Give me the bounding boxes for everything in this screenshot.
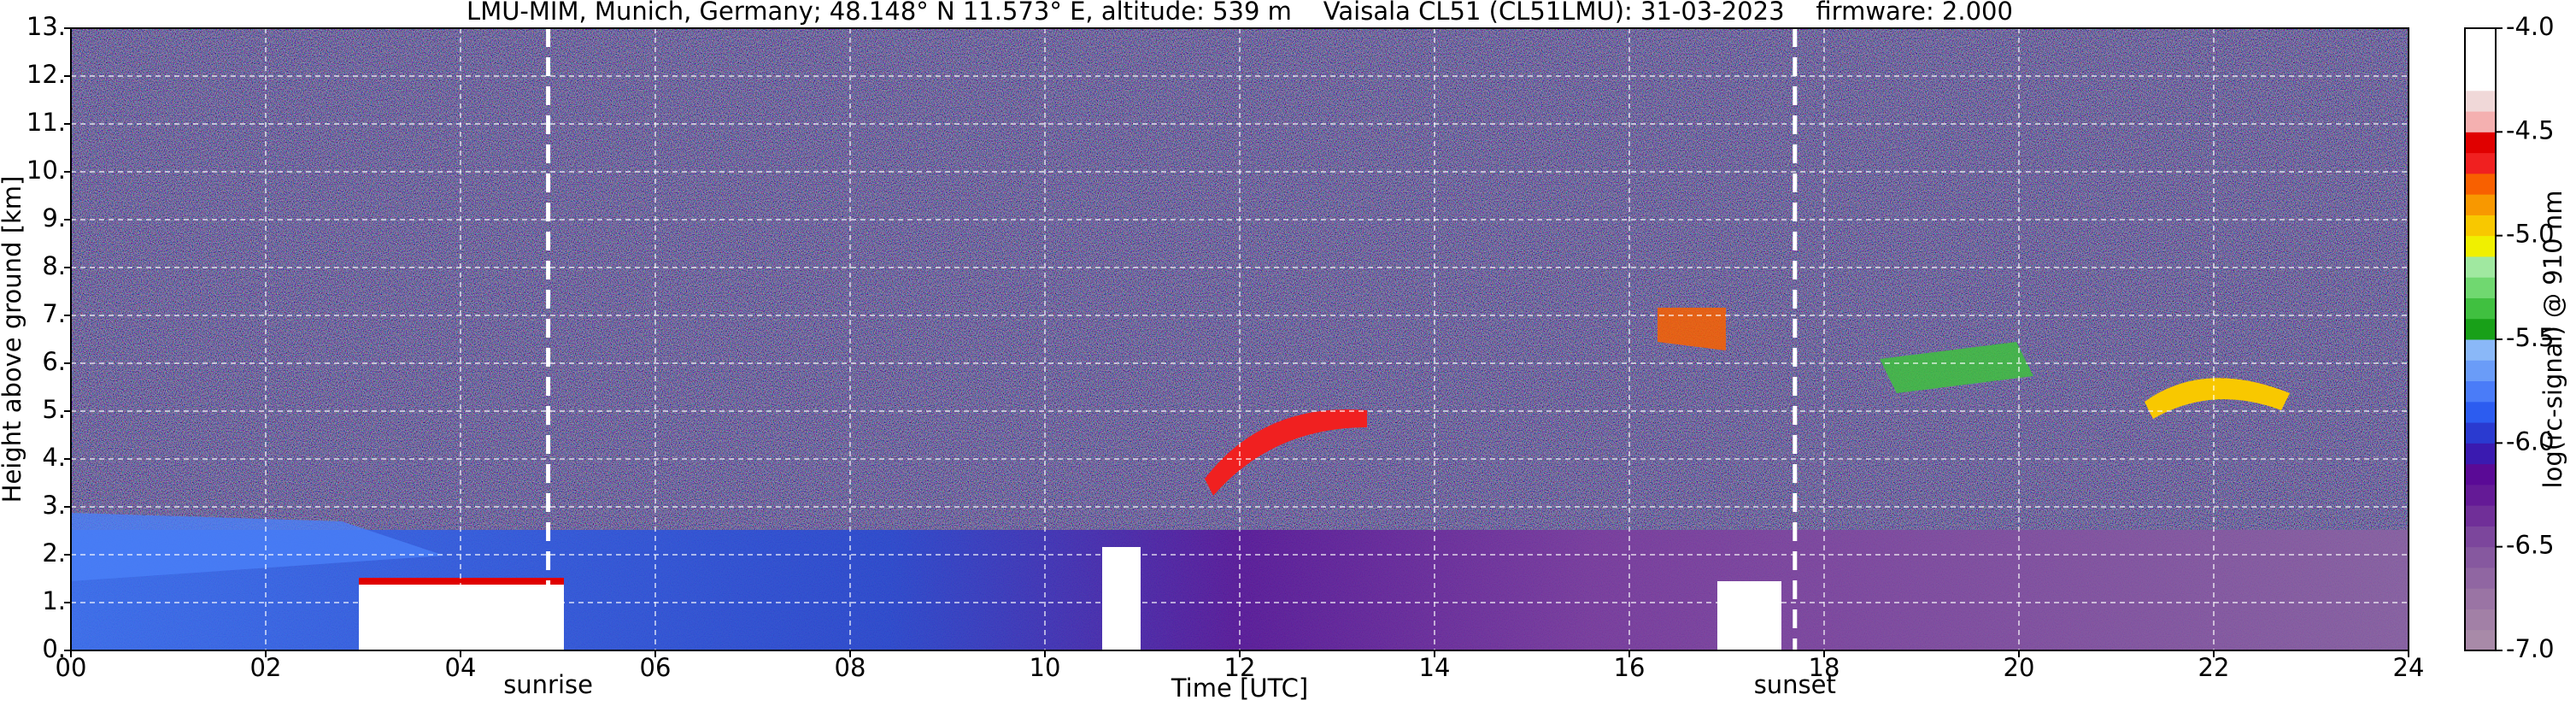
mid-cloud (1880, 342, 2033, 393)
colorbar-step (2465, 28, 2496, 50)
y-tick-label: 0. (42, 634, 66, 663)
y-axis-label: Height above ground [km] (0, 176, 26, 503)
y-tick-label: 2. (42, 538, 66, 568)
x-tick-label: 04 (445, 653, 477, 682)
low-cloud (359, 581, 564, 650)
colorbar-step (2465, 588, 2496, 609)
colorbar-step (2465, 484, 2496, 506)
colorbar-tick-label: -6.5 (2506, 531, 2555, 560)
x-tick-label: 12 (1224, 653, 1256, 682)
colorbar-step (2465, 629, 2496, 651)
colorbar-tick-label: -4.5 (2506, 115, 2555, 144)
colorbar-step (2465, 339, 2496, 361)
annotation-label: sunrise (503, 670, 593, 699)
mid-cloud (1205, 409, 1367, 496)
colorbar-label: log(rc-signal) @ 910 nm (2538, 191, 2567, 489)
colorbar-step (2465, 505, 2496, 527)
x-tick-label: 24 (2393, 653, 2425, 682)
colorbar-step (2465, 401, 2496, 423)
x-tick-label: 02 (250, 653, 282, 682)
y-tick-label: 11. (26, 108, 66, 137)
x-axis-label: Time [UTC] (1171, 674, 1308, 703)
x-tick-label: 22 (2198, 653, 2230, 682)
x-tick-label: 08 (835, 653, 866, 682)
colorbar-step (2465, 463, 2496, 485)
x-tick-label: 06 (640, 653, 672, 682)
colorbar-step (2465, 256, 2496, 278)
aerosol-layer (71, 513, 444, 581)
y-tick-label: 5. (42, 395, 66, 424)
cloud-edge (359, 578, 564, 585)
x-tick-label: 18 (1809, 653, 1840, 682)
y-tick-label: 7. (42, 299, 66, 328)
colorbar-step (2465, 297, 2496, 320)
x-tick-label: 00 (56, 653, 87, 682)
annotation-label: sunset (1754, 670, 1836, 699)
colorbar-step (2465, 49, 2496, 71)
colorbar-step (2465, 443, 2496, 465)
colorbar-step (2465, 90, 2496, 112)
colorbar-step (2465, 132, 2496, 154)
y-tick-label: 9. (42, 203, 66, 232)
colorbar-tick-label: -5.0 (2506, 220, 2555, 249)
colorbar-step (2465, 69, 2496, 91)
colorbar-step (2465, 546, 2496, 568)
x-tick-label: 16 (1614, 653, 1646, 682)
colorbar-step (2465, 111, 2496, 132)
colorbar-step (2465, 173, 2496, 195)
y-tick-label: 13. (26, 12, 66, 41)
colorbar-step (2465, 422, 2496, 444)
colorbar-step (2465, 152, 2496, 174)
colorbar-step (2465, 318, 2496, 340)
y-tick-label: 10. (26, 156, 66, 185)
y-tick-label: 1. (42, 586, 66, 615)
colorbar-step (2465, 526, 2496, 548)
colorbar-step (2465, 194, 2496, 215)
chart-title: LMU-MIM, Munich, Germany; 48.148° N 11.5… (466, 0, 2013, 26)
x-tick-label: 10 (1030, 653, 1061, 682)
colorbar-step (2465, 567, 2496, 589)
colorbar-step (2465, 235, 2496, 257)
y-tick-label: 4. (42, 443, 66, 472)
colorbar-step (2465, 360, 2496, 382)
x-tick-label: 14 (1419, 653, 1451, 682)
colorbar-step (2465, 609, 2496, 631)
colorbar-tick-label: -5.5 (2506, 323, 2555, 352)
colorbar-step (2465, 277, 2496, 298)
y-tick-label: 6. (42, 347, 66, 376)
y-tick-label: 8. (42, 251, 66, 280)
colorbar-step (2465, 215, 2496, 237)
mid-cloud (1658, 308, 1726, 350)
low-cloud (1717, 581, 1781, 650)
colorbar-tick-label: -6.0 (2506, 427, 2555, 456)
low-cloud (1102, 547, 1141, 650)
colorbar-tick-label: -4.0 (2506, 12, 2555, 41)
colorbar-tick-label: -7.0 (2506, 634, 2555, 663)
mid-cloud (2145, 378, 2290, 419)
x-tick-label: 20 (2004, 653, 2035, 682)
y-tick-label: 12. (26, 60, 66, 89)
y-tick-label: 3. (42, 491, 66, 520)
colorbar-step (2465, 380, 2496, 403)
